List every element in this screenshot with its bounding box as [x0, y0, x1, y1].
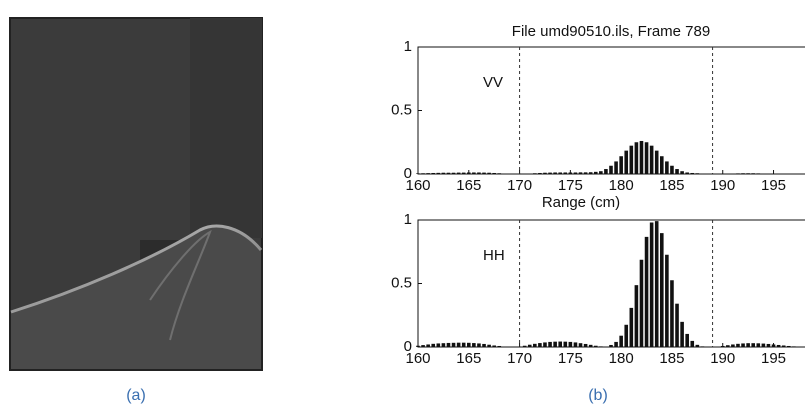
x-tick-label: 195: [761, 350, 786, 367]
chart-title: File umd90510.ils, Frame 789: [512, 23, 710, 40]
y-tick-label: 1: [404, 38, 412, 55]
plot-frame: [417, 46, 805, 175]
y-tick-label: 0.5: [391, 274, 412, 291]
plot-frame: [417, 219, 805, 348]
x-tick-label: 175: [558, 177, 583, 194]
panel-label: HH: [483, 247, 505, 264]
x-tick-label: 190: [710, 177, 735, 194]
y-tick-label: 0: [404, 165, 412, 182]
x-tick-label: 185: [659, 177, 684, 194]
x-tick-label: 180: [609, 177, 634, 194]
x-tick-label: 165: [456, 350, 481, 367]
caption: (a): [126, 387, 146, 404]
panel-label: VV: [483, 74, 503, 91]
x-tick-label: 190: [710, 350, 735, 367]
x-tick-label: 160: [405, 350, 430, 367]
x-tick-label: 175: [558, 350, 583, 367]
x-tick-label: 180: [609, 350, 634, 367]
y-tick-label: 0.5: [391, 101, 412, 118]
x-axis-label: Range (cm): [542, 194, 620, 211]
x-tick-label: 170: [507, 177, 532, 194]
caption: (b): [588, 387, 608, 404]
x-tick-label: 170: [507, 350, 532, 367]
y-tick-label: 0: [404, 338, 412, 355]
x-tick-label: 165: [456, 177, 481, 194]
x-tick-label: 185: [659, 350, 684, 367]
y-tick-label: 1: [404, 211, 412, 228]
x-tick-label: 195: [761, 177, 786, 194]
x-tick-label: 160: [405, 177, 430, 194]
photo: [9, 17, 263, 371]
